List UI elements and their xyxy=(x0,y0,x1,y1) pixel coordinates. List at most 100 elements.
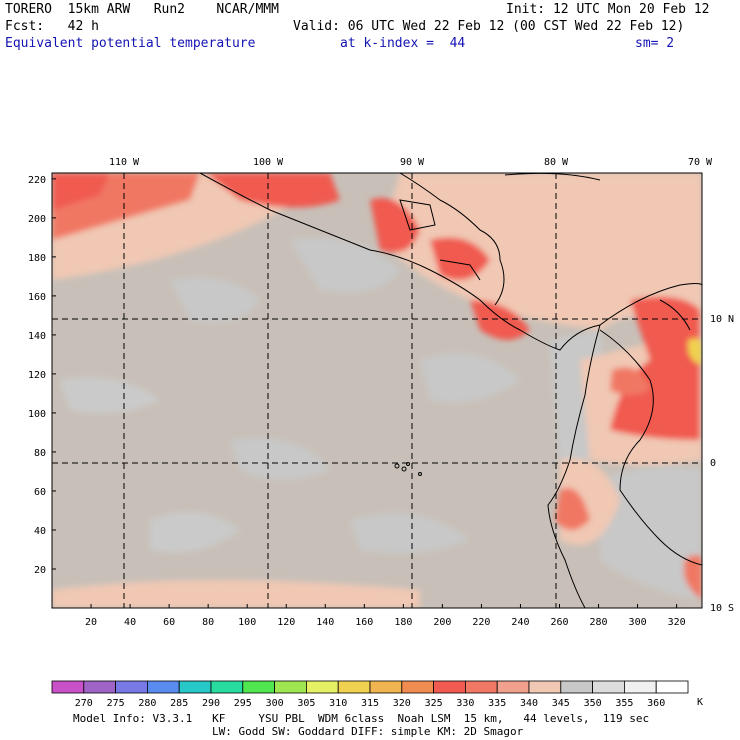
y-tick-label: 100 xyxy=(28,409,46,420)
colorbar-label: 340 xyxy=(520,698,538,709)
x-tick-label: 40 xyxy=(124,617,136,628)
colorbar-swatch xyxy=(305,680,339,694)
y-tick-label: 140 xyxy=(28,331,46,342)
lon-label: 100 W xyxy=(253,157,284,168)
x-tick-label: 260 xyxy=(550,617,568,628)
coastline-path xyxy=(599,329,702,566)
y-tick-label: 20 xyxy=(34,565,46,576)
colorbar-swatch xyxy=(115,680,148,694)
colorbar-label: 300 xyxy=(266,698,284,709)
x-tick-label: 160 xyxy=(355,617,373,628)
y-tick-label: 180 xyxy=(28,253,46,264)
colorbar-swatch xyxy=(624,680,657,694)
y-tick-label: 160 xyxy=(28,292,46,303)
field-patch xyxy=(688,338,702,365)
galapagos-island xyxy=(418,472,422,476)
colorbar-label: 320 xyxy=(393,698,411,709)
field-patch xyxy=(600,466,700,600)
field-patch xyxy=(420,353,520,403)
x-tick-label: 300 xyxy=(629,617,647,628)
field-patch xyxy=(170,277,260,323)
lon-label: 110 W xyxy=(109,157,140,168)
field-patch xyxy=(610,296,700,440)
coastline-path xyxy=(199,173,702,351)
colorbar-label: 315 xyxy=(361,698,379,709)
colorbar-swatch xyxy=(369,680,403,694)
colorbar-swatch xyxy=(210,680,244,694)
colorbar-label: 330 xyxy=(456,698,474,709)
y-tick-label: 60 xyxy=(34,487,46,498)
galapagos-island xyxy=(394,463,400,469)
x-tick-label: 320 xyxy=(668,617,686,628)
y-tick-label: 40 xyxy=(34,526,46,537)
y-tick-label: 200 xyxy=(28,214,46,225)
x-tick-label: 240 xyxy=(511,617,529,628)
y-axis-ticks: 20 40 60 80 100 120 140 160 180 200 220 xyxy=(28,175,56,576)
lat-label: 10 N xyxy=(710,314,734,325)
field-patch xyxy=(370,198,420,253)
field-patch xyxy=(380,173,702,330)
x-tick-label: 20 xyxy=(85,617,97,628)
x-tick-label: 80 xyxy=(202,617,214,628)
colorbar-swatch xyxy=(274,680,307,694)
graticule xyxy=(52,173,702,608)
top-longitude-labels: 110 W 100 W 90 W 80 W 70 W xyxy=(109,157,713,168)
x-tick-label: 200 xyxy=(433,617,451,628)
colorbar-label: 335 xyxy=(488,698,506,709)
colorbar: 270 275 280 285 290 295 300 305 310 315 320 325 330 3… xyxy=(51,680,689,709)
colorbar-swatch xyxy=(560,680,593,694)
colorbar-swatch xyxy=(433,680,466,694)
lon-label: 80 W xyxy=(544,157,569,168)
x-tick-label: 140 xyxy=(316,617,334,628)
colorbar-swatch xyxy=(146,680,180,694)
field-patch xyxy=(150,512,240,553)
field-patch xyxy=(684,555,702,600)
plot-frame xyxy=(51,172,703,609)
colorbar-label: 295 xyxy=(234,698,252,709)
field-patch xyxy=(555,488,590,530)
colorbar-label: 270 xyxy=(75,698,93,709)
field-patch xyxy=(52,580,420,608)
colorbar-swatch xyxy=(496,680,530,694)
theta-e-field xyxy=(52,173,702,608)
lat-label: 0 xyxy=(710,458,716,469)
colorbar-swatch xyxy=(337,680,371,694)
lon-label: 70 W xyxy=(688,157,713,168)
field-patch xyxy=(350,513,470,554)
coastline-path xyxy=(547,324,601,608)
border-path xyxy=(399,199,436,231)
colorbar-swatch xyxy=(83,680,117,694)
field-patch xyxy=(230,438,330,480)
y-tick-label: 120 xyxy=(28,370,46,381)
colorbar-label: 280 xyxy=(138,698,156,709)
field-patch xyxy=(52,173,110,210)
footer-physics-info: LW: Godd SW: Goddard DIFF: simple KM: 2D… xyxy=(212,725,524,738)
colorbar-swatch xyxy=(51,680,85,694)
field-patch xyxy=(205,173,340,208)
x-tick-label: 120 xyxy=(277,617,295,628)
colorbar-swatch xyxy=(178,680,212,694)
y-tick-label: 80 xyxy=(34,448,46,459)
colorbar-label: 310 xyxy=(329,698,347,709)
border-path xyxy=(439,259,481,281)
field-patch xyxy=(430,237,490,280)
colorbar-label: 285 xyxy=(170,698,188,709)
colorbar-label: 290 xyxy=(202,698,220,709)
colorbar-label: 355 xyxy=(615,698,633,709)
footer-model-info: Model Info: V3.3.1 KF YSU PBL WDM 6class… xyxy=(73,712,650,725)
colorbar-label: 350 xyxy=(584,698,602,709)
galapagos-island xyxy=(401,466,407,472)
colorbar-label: 360 xyxy=(647,698,665,709)
field-name: Equivalent potential temperature xyxy=(5,36,256,51)
x-tick-label: 220 xyxy=(472,617,490,628)
colorbar-swatch xyxy=(401,680,434,694)
coastlines xyxy=(199,173,702,608)
level-info: at k-index = 44 xyxy=(340,36,466,51)
x-tick-label: 60 xyxy=(163,617,175,628)
colorbar-swatch xyxy=(464,680,498,694)
x-tick-label: 180 xyxy=(394,617,412,628)
field-patch xyxy=(470,300,530,340)
field-patch xyxy=(610,367,650,395)
right-latitude-labels: 10 N 0 10 S xyxy=(710,314,734,614)
